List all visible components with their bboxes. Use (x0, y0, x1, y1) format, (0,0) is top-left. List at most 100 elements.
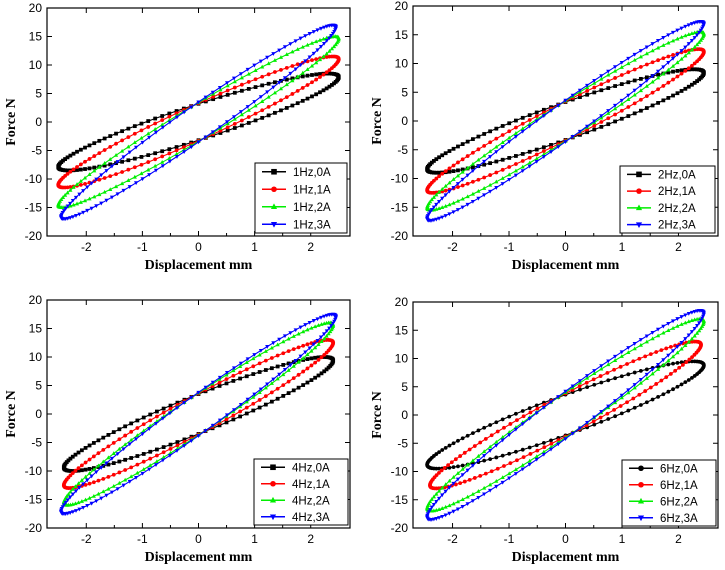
data-point (661, 392, 666, 397)
data-point (260, 108, 265, 113)
data-point (650, 79, 655, 84)
x-tick-label: -1 (504, 240, 515, 254)
data-point (263, 349, 268, 353)
data-point (231, 115, 237, 120)
data-point (695, 330, 700, 335)
data-point (619, 411, 624, 416)
data-point (76, 450, 81, 455)
data-point (520, 409, 525, 413)
data-point (431, 178, 436, 183)
data-point (281, 351, 286, 356)
data-point (626, 97, 631, 102)
data-point (697, 321, 702, 326)
data-point (78, 200, 83, 204)
data-point (632, 88, 637, 93)
data-point (132, 131, 137, 136)
data-point (626, 93, 631, 98)
data-point (535, 448, 540, 453)
data-point (482, 492, 487, 497)
data-point (282, 368, 288, 372)
data-point (654, 350, 659, 354)
data-point (482, 485, 487, 490)
data-point (307, 55, 312, 60)
data-point (612, 407, 616, 412)
data-point (154, 447, 159, 452)
data-point (258, 387, 264, 392)
data-point (132, 174, 137, 179)
data-point (260, 83, 265, 88)
data-point (592, 422, 597, 427)
data-point (470, 191, 475, 196)
data-point (446, 463, 451, 467)
data-point (476, 157, 481, 162)
data-point (73, 214, 79, 218)
data-point (488, 449, 493, 453)
data-point (135, 426, 140, 430)
data-point (279, 108, 283, 113)
data-point (277, 372, 282, 377)
data-point (318, 72, 322, 76)
data-point (87, 166, 92, 171)
data-point (666, 353, 671, 358)
data-point (436, 507, 442, 511)
data-point (700, 26, 705, 31)
data-point (690, 82, 694, 87)
data-point (692, 36, 697, 40)
data-point (129, 456, 134, 460)
data-point (74, 182, 80, 186)
data-point (266, 94, 271, 99)
data-point (175, 440, 180, 444)
legend: 4Hz,0A 4Hz,1A 4Hz,2A 4Hz,3A (253, 458, 349, 526)
data-point (126, 126, 131, 131)
data-point (666, 328, 671, 333)
data-point (174, 115, 180, 120)
data-point (91, 467, 96, 472)
data-point (141, 459, 146, 464)
data-point (231, 413, 236, 418)
data-point (68, 153, 73, 158)
data-point (260, 64, 265, 69)
data-point (293, 328, 298, 333)
data-point (447, 189, 452, 194)
data-point (585, 83, 590, 88)
data-point (534, 152, 539, 157)
data-point (465, 494, 470, 499)
data-point (434, 192, 439, 197)
data-point (284, 77, 289, 82)
data-point (527, 462, 532, 467)
data-point (659, 378, 664, 383)
data-point (161, 455, 166, 459)
data-point (133, 145, 139, 150)
data-point (106, 474, 111, 479)
data-point (494, 478, 499, 483)
data-point (87, 172, 92, 177)
data-point (451, 481, 456, 486)
data-point (76, 481, 81, 486)
data-point (534, 454, 539, 459)
data-point (83, 181, 87, 186)
data-point (83, 467, 88, 472)
data-point (309, 341, 314, 346)
data-point (153, 421, 159, 426)
data-point (638, 380, 643, 385)
data-point (321, 314, 327, 319)
data-point (141, 422, 146, 427)
series-4Hz,1A (61, 338, 336, 490)
data-point (311, 30, 316, 34)
data-point (89, 181, 94, 186)
data-point (295, 88, 300, 93)
data-point (160, 159, 165, 164)
data-point (670, 38, 676, 43)
data-point (592, 382, 597, 387)
data-point (127, 479, 132, 484)
data-point (670, 30, 676, 35)
series-2Hz,3A (425, 20, 706, 223)
data-point (488, 155, 493, 159)
data-point (328, 329, 333, 334)
data-point (189, 105, 194, 110)
data-point (286, 349, 291, 354)
data-point (288, 363, 293, 368)
data-point (613, 65, 618, 70)
data-point (146, 119, 151, 123)
data-point (224, 377, 229, 382)
